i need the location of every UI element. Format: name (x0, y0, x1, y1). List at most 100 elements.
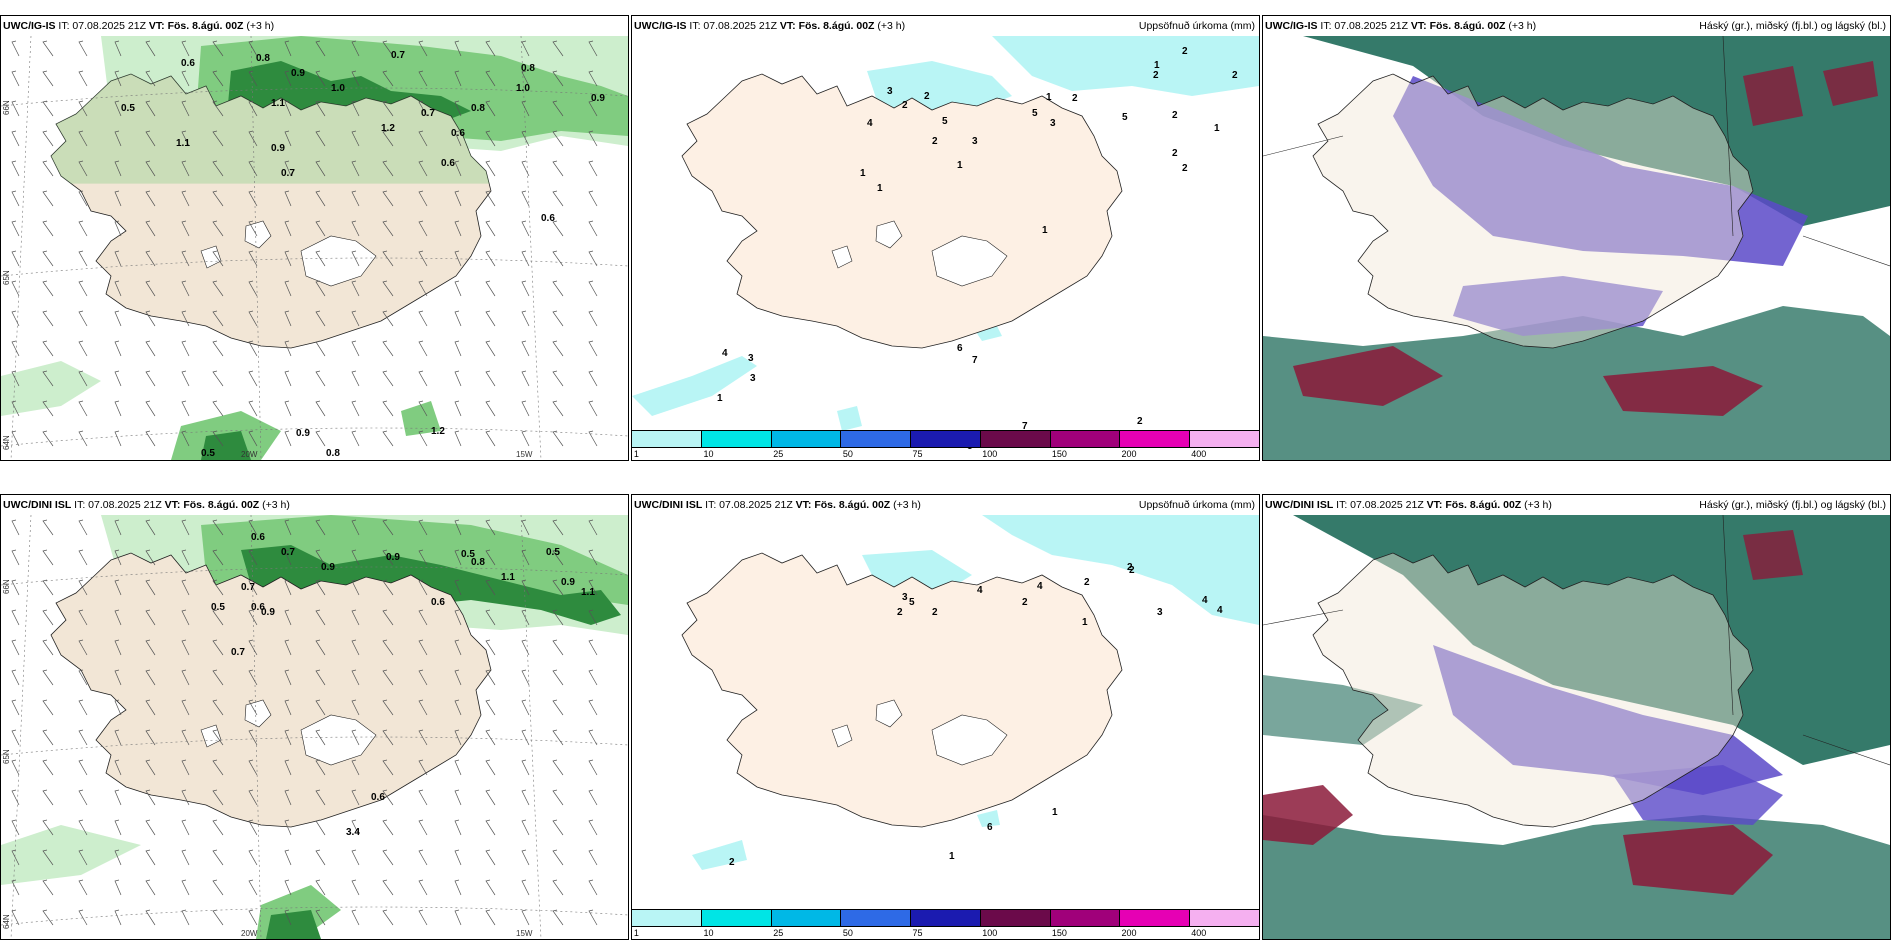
wind-barb (212, 220, 224, 237)
wind-barb (521, 699, 530, 716)
colorbar-swatch (1190, 910, 1259, 926)
wind-barb (11, 849, 20, 866)
wind-barb (382, 639, 394, 656)
lon-label: 20W (241, 450, 258, 459)
wind-barb (418, 40, 428, 57)
wind-barb (418, 639, 428, 656)
wind-barb (212, 430, 224, 447)
wind-barb (284, 160, 292, 177)
panel-top-left: UWC/IG-IS IT: 07.08.2025 21Z VT: Fös. 8.… (0, 15, 629, 461)
cloud-cover-map (1263, 515, 1890, 939)
wind-barb (181, 220, 190, 237)
wind-precip-map: 66N 65N 64N 20W 15W 0.6 0.7 0.8 0.9 1.0 1.1 0.… (1, 36, 628, 460)
wind-barb (212, 579, 224, 596)
wind-barb (78, 849, 88, 866)
wind-barb (212, 40, 224, 57)
precip-value-label: 0.7 (281, 547, 295, 558)
wind-barb (521, 430, 530, 447)
wind-barb (212, 280, 224, 297)
precip-value-label: 0.5 (201, 448, 215, 459)
wind-barb (284, 370, 292, 387)
wind-barb (552, 370, 564, 387)
wind-barb (552, 879, 564, 896)
wind-barb (315, 699, 326, 716)
precip-value-label: 1 (1042, 225, 1048, 236)
wind-barb (521, 100, 530, 117)
wind-barb (418, 340, 428, 357)
wind-barb (181, 549, 190, 566)
field-title: Uppsöfnuð úrkoma (mm) (1138, 499, 1255, 511)
wind-barb (284, 819, 292, 836)
vt-label: VT: (779, 20, 796, 32)
wind-barb (248, 909, 258, 926)
wind-barb (284, 609, 292, 626)
wind-barb (11, 789, 20, 806)
precip-value-label: 5 (1032, 108, 1038, 119)
precip-value-label: 2 (932, 607, 938, 618)
precip-value-label: 1.1 (501, 572, 515, 583)
wind-barb (454, 100, 462, 117)
wind-barb (212, 190, 224, 207)
colorbar-swatch (1050, 910, 1121, 926)
wind-barb (454, 669, 462, 686)
precip-value-label: 0.9 (261, 607, 275, 618)
wind-barb (418, 549, 428, 566)
wind-barb (42, 819, 54, 836)
wind-barb (454, 819, 462, 836)
precip-value-label: 7 (1022, 421, 1028, 432)
precip-value-label: 4 (867, 118, 873, 129)
wind-barb (315, 669, 326, 686)
wind-barb (42, 909, 54, 926)
precip-value-label: 0.9 (386, 552, 400, 563)
init-time: IT: 07.08.2025 21Z (1320, 20, 1408, 32)
wind-barb (284, 340, 292, 357)
wind-barb (248, 370, 258, 387)
wind-barb (588, 160, 598, 177)
wind-barb (382, 729, 394, 746)
wind-barb (212, 639, 224, 656)
precip-value-label: 1 (860, 168, 866, 179)
wind-barb (42, 759, 54, 776)
wind-barb (454, 40, 462, 57)
wind-barb (11, 579, 20, 596)
panel-bottom-right: UWC/DINI ISL IT: 07.08.2025 21Z VT: Fös.… (1262, 494, 1891, 940)
wind-barb (454, 849, 462, 866)
wind-barb (315, 549, 326, 566)
precip-value-label: 3.4 (346, 827, 360, 838)
wind-barb (212, 519, 224, 536)
wind-barb (485, 310, 496, 327)
wind-barb (42, 100, 54, 117)
colorbar-tick-label: 75 (912, 928, 923, 938)
wind-barb (485, 849, 496, 866)
precip-value-label: 4 (1217, 605, 1223, 616)
wind-barb (485, 130, 496, 147)
wind-barb (552, 250, 564, 267)
wind-barb (145, 400, 156, 417)
wind-barb (42, 789, 54, 806)
wind-barb (248, 729, 258, 746)
wind-barb (212, 549, 224, 566)
wind-barb (248, 759, 258, 776)
wind-barb (315, 400, 326, 417)
wind-barb (315, 759, 326, 776)
wind-barb (382, 400, 394, 417)
precip-value-label: 1 (1082, 617, 1088, 628)
colorbar-tick-label: 150 (1051, 928, 1067, 938)
wind-barb (454, 759, 462, 776)
wind-barb (418, 310, 428, 327)
wind-barb (418, 909, 428, 926)
wind-barb (78, 70, 88, 87)
wind-barb (382, 759, 394, 776)
wind-barb (248, 699, 258, 716)
wind-barb (454, 220, 462, 237)
precip-value-label: 0.8 (326, 448, 340, 459)
precip-value-label: 3 (1157, 607, 1163, 618)
wind-barb (145, 699, 156, 716)
colorbar-swatch (1120, 910, 1191, 926)
wind-barb (521, 669, 530, 686)
wind-barb (454, 280, 462, 297)
precip-value-label: 1.0 (331, 83, 345, 94)
wind-barb (42, 40, 54, 57)
wind-barb (284, 549, 292, 566)
wind-barb (485, 759, 496, 776)
